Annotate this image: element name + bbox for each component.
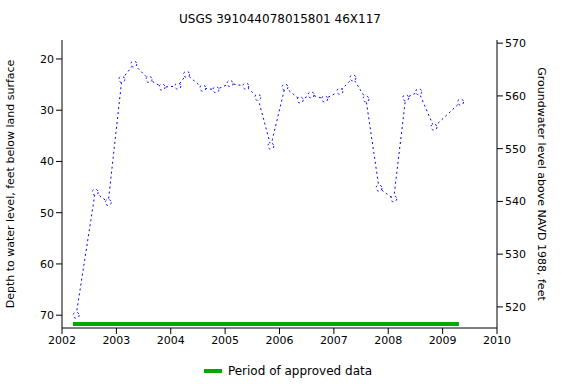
- svg-text:20: 20: [40, 53, 54, 66]
- svg-text:Groundwater level above NAVD 1: Groundwater level above NAVD 1988, feet: [535, 67, 548, 301]
- svg-text:2004: 2004: [157, 334, 185, 347]
- svg-text:530: 530: [505, 248, 526, 261]
- svg-text:540: 540: [505, 195, 526, 208]
- svg-text:2005: 2005: [211, 334, 239, 347]
- svg-text:2008: 2008: [374, 334, 402, 347]
- svg-text:550: 550: [505, 143, 526, 156]
- svg-text:2009: 2009: [429, 334, 457, 347]
- svg-text:570: 570: [505, 37, 526, 50]
- svg-text:50: 50: [40, 207, 54, 220]
- svg-text:2002: 2002: [48, 334, 76, 347]
- svg-text:40: 40: [40, 155, 54, 168]
- svg-text:30: 30: [40, 104, 54, 117]
- svg-text:Depth to water level, feet bel: Depth to water level, feet below land su…: [8, 59, 17, 308]
- svg-text:560: 560: [505, 90, 526, 103]
- html-text:USGS 391044078015801 46X117: USGS 391044078015801 46X117: [179, 12, 381, 26]
- svg-text:2010: 2010: [483, 334, 511, 347]
- svg-text:60: 60: [40, 258, 54, 271]
- svg-text:2007: 2007: [320, 334, 348, 347]
- svg-text:2006: 2006: [266, 334, 294, 347]
- svg-text:2003: 2003: [102, 334, 130, 347]
- svg-text:520: 520: [505, 301, 526, 314]
- svg-text:70: 70: [40, 309, 54, 322]
- html-text:Period of approved data: Period of approved data: [227, 364, 373, 378]
